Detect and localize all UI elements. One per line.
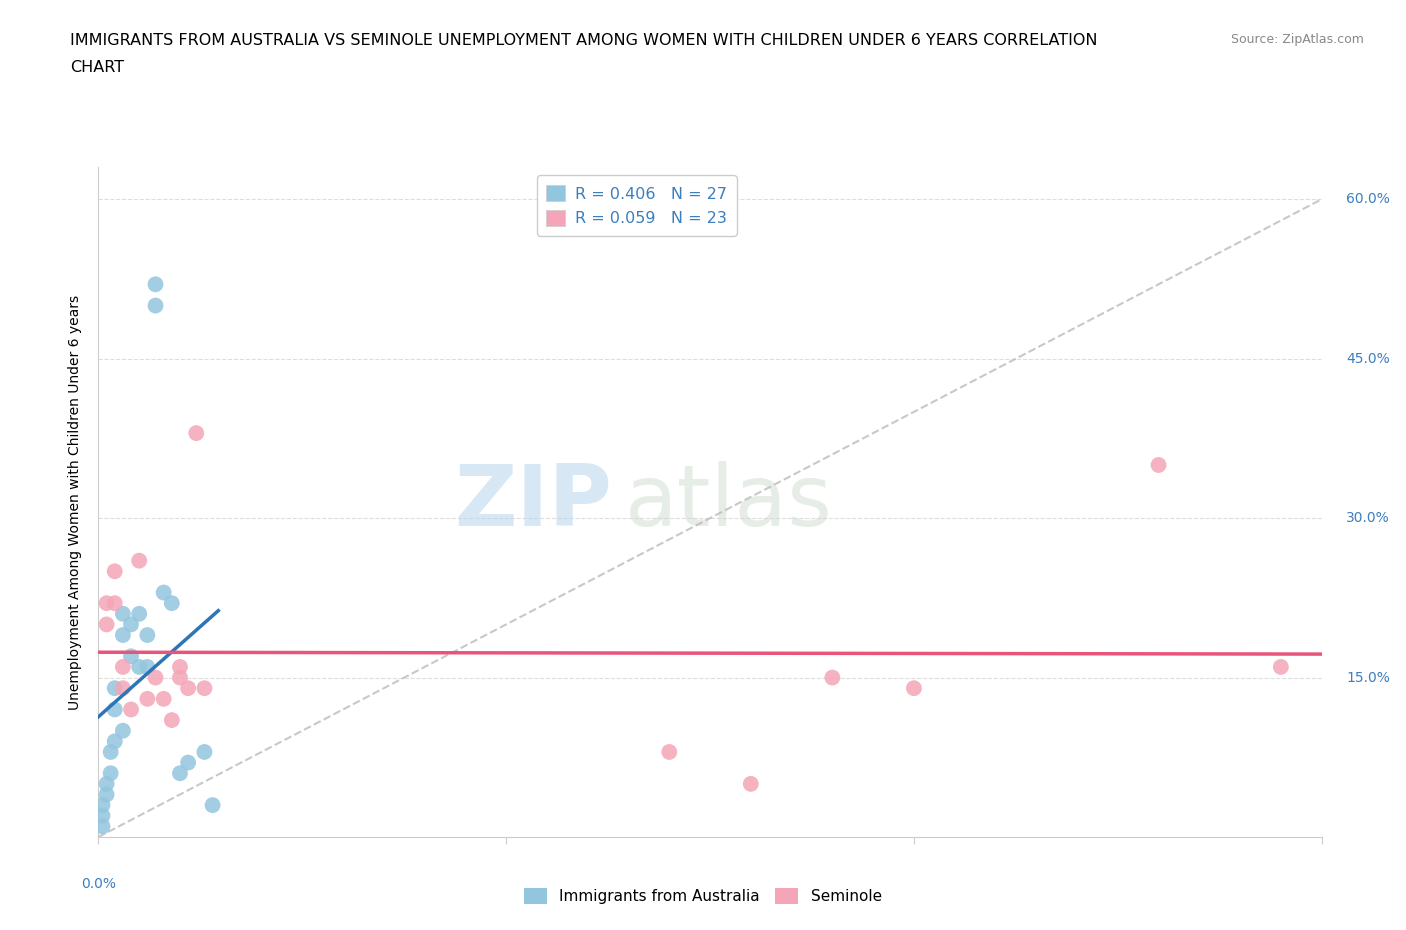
Point [111,606,134,621]
Point [91,808,114,823]
Text: ZIP: ZIP [454,460,612,544]
Point [91,798,114,813]
Point [91,819,114,834]
Point [177,755,200,770]
Point [903,681,925,696]
Point [96,777,118,791]
Point [160,596,183,611]
Point [658,745,681,760]
Legend: Immigrants from Australia, Seminole: Immigrants from Australia, Seminole [515,879,891,913]
Point [96,787,118,802]
Point [1270,659,1292,674]
Text: 15.0%: 15.0% [1346,671,1391,684]
Text: 30.0%: 30.0% [1346,512,1391,525]
Point [145,277,167,292]
Point [111,628,134,643]
Point [96,617,118,631]
Point [152,691,174,706]
Point [111,681,134,696]
Point [120,649,142,664]
Point [169,659,191,674]
Text: CHART: CHART [70,60,124,75]
Point [740,777,762,791]
Text: 0.0%: 0.0% [82,877,115,891]
Point [100,745,122,760]
Point [177,681,200,696]
Point [152,585,174,600]
Point [104,564,127,578]
Point [104,702,127,717]
Point [104,734,127,749]
Point [193,745,215,760]
Point [100,765,122,780]
Point [136,691,159,706]
Point [821,671,844,685]
Point [136,659,159,674]
Point [111,724,134,738]
Point [104,596,127,611]
Point [120,617,142,631]
Point [169,765,191,780]
Text: 60.0%: 60.0% [1346,193,1391,206]
Y-axis label: Unemployment Among Women with Children Under 6 years: Unemployment Among Women with Children U… [69,295,83,710]
Legend: R = 0.406   N = 27, R = 0.059   N = 23: R = 0.406 N = 27, R = 0.059 N = 23 [537,176,737,235]
Point [1147,458,1170,472]
Point [160,712,183,727]
Point [201,798,224,813]
Point [193,681,215,696]
Point [96,596,118,611]
Point [128,553,150,568]
Point [169,671,191,685]
Point [145,671,167,685]
Text: atlas: atlas [624,460,832,544]
Point [128,606,150,621]
Point [186,426,208,441]
Point [111,659,134,674]
Point [128,659,150,674]
Point [136,628,159,643]
Point [120,702,142,717]
Point [145,299,167,313]
Point [104,681,127,696]
Text: IMMIGRANTS FROM AUSTRALIA VS SEMINOLE UNEMPLOYMENT AMONG WOMEN WITH CHILDREN UND: IMMIGRANTS FROM AUSTRALIA VS SEMINOLE UN… [70,33,1098,47]
Text: 45.0%: 45.0% [1346,352,1391,365]
Text: Source: ZipAtlas.com: Source: ZipAtlas.com [1230,33,1364,46]
